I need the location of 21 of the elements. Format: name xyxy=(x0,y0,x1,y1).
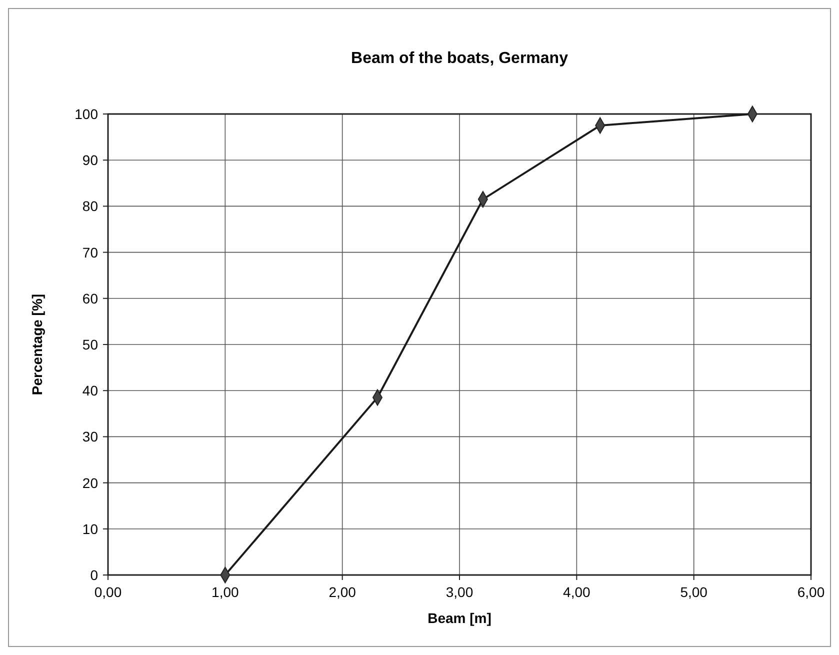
y-tick-label: 0 xyxy=(90,567,98,583)
y-tick-label: 30 xyxy=(82,428,98,445)
x-tick-label: 1,00 xyxy=(212,584,240,600)
x-tick-label: 4,00 xyxy=(563,584,591,600)
x-tick-label: 6,00 xyxy=(797,584,825,600)
chart-title: Beam of the boats, Germany xyxy=(351,50,568,67)
y-tick-label: 20 xyxy=(82,474,98,491)
y-tick-label: 80 xyxy=(82,198,98,214)
y-tick-label: 70 xyxy=(82,244,98,260)
y-tick-label: 100 xyxy=(74,106,98,122)
y-tick-label: 90 xyxy=(82,152,98,168)
x-tick-label: 0,00 xyxy=(94,584,122,600)
y-tick-label: 50 xyxy=(82,336,98,352)
y-tick-label: 10 xyxy=(82,520,98,537)
y-tick-label: 60 xyxy=(82,290,98,306)
x-tick-label: 2,00 xyxy=(328,584,356,600)
x-tick-label: 3,00 xyxy=(446,584,474,600)
y-tick-label: 40 xyxy=(82,382,98,399)
y-axis-title: Percentage [%] xyxy=(29,294,45,396)
x-axis-title: Beam [m] xyxy=(428,610,492,626)
x-tick-label: 5,00 xyxy=(680,584,708,600)
